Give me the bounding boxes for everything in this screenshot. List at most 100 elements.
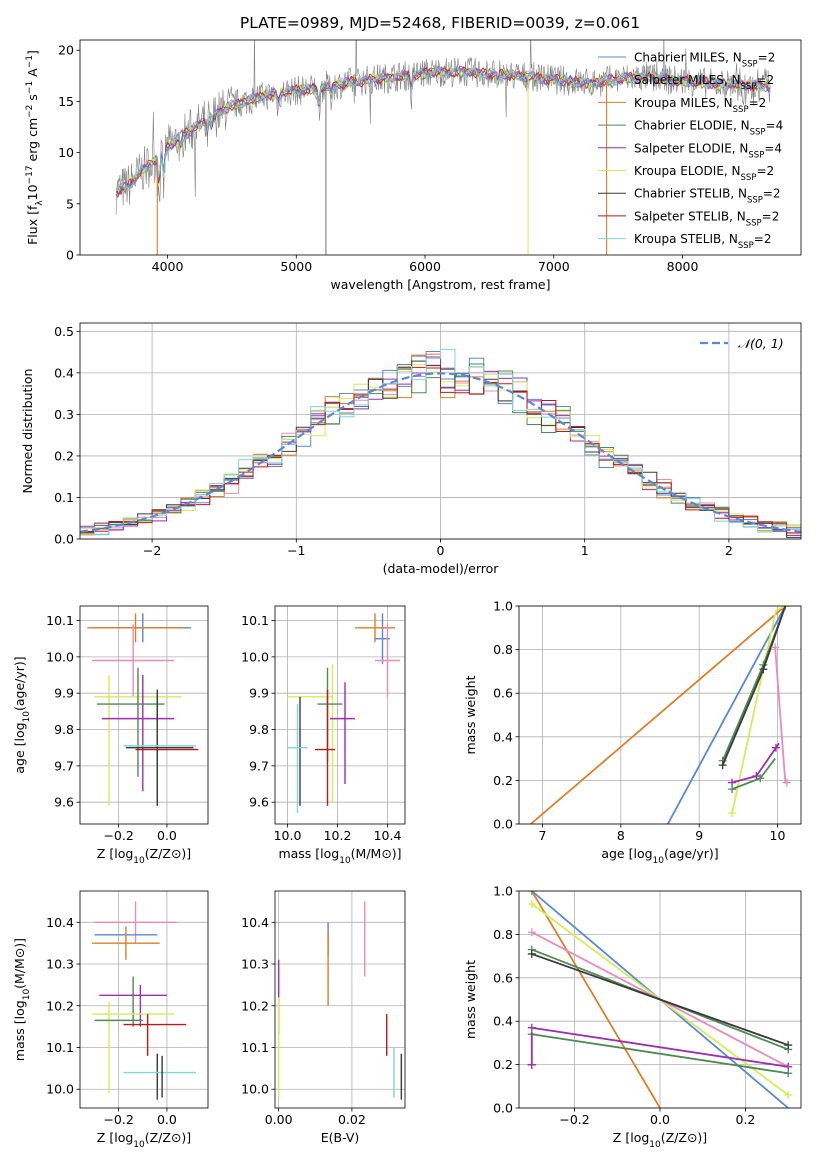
panel-age-vs-mass: 10.0 10.2 10.4 9.6 9.7 9.8 9.9 10.0 10.1 mass [lo…: [241, 605, 406, 866]
series-line: [530, 606, 786, 824]
x-tick-label: 8: [617, 828, 625, 843]
y-tick-label: 0.8: [493, 642, 513, 657]
panel-mass-vs-Z: −0.2 0.0 10.0 10.1 10.2 10.3 10.4 Z [log10(Z/Z⊙…: [12, 890, 209, 1150]
x-tick-label: 10.4: [374, 828, 402, 843]
y-tick-label: 0.4: [493, 729, 513, 744]
data-marker: [527, 949, 536, 958]
x-tick-label: 0.00: [265, 1112, 293, 1127]
y-tick-label: 10.4: [241, 915, 269, 930]
data-marker: [782, 778, 791, 787]
series-line: [731, 742, 780, 784]
axes-frame: [79, 39, 802, 256]
y-tick-label: 0.2: [493, 1057, 513, 1072]
x-tick-label: 0.2: [736, 1112, 756, 1127]
y-tick-label: 10.0: [46, 649, 74, 664]
y-tick-label: 10.3: [46, 957, 74, 972]
y-tick-label: 0.4: [54, 365, 74, 380]
data-marker: [771, 643, 780, 652]
x-tick-label: 9: [695, 828, 703, 843]
figure-title: PLATE=0989, MJD=52468, FIBERID=0039, z=0…: [240, 14, 640, 32]
y-axis-label: Flux [fλ10−17 erg cm−2 s−1 A−1]: [25, 50, 45, 245]
series-line: [531, 1033, 789, 1075]
data-marker: [784, 1069, 793, 1078]
y-tick-label: 0: [66, 248, 74, 263]
histogram-step: [80, 348, 801, 535]
axes-frame: [79, 890, 209, 1109]
y-axis-label: mass weight: [463, 960, 478, 1039]
x-tick-label: 5000: [280, 259, 312, 274]
data-marker: [527, 891, 536, 895]
legend-label: 𝒩(0, 1): [738, 336, 784, 351]
x-axis-label: (data-model)/error: [383, 561, 500, 576]
plot-area: [92, 901, 196, 1100]
plot-area: [527, 891, 793, 1108]
y-axis-label: mass [log10(M/M⊙)]: [12, 938, 32, 1061]
y-tick-label: 0.3: [54, 407, 74, 422]
x-tick-label: 0: [437, 543, 445, 558]
y-tick-label: 10.0: [241, 649, 269, 664]
data-marker: [771, 743, 780, 752]
y-tick-label: 10.1: [241, 613, 269, 628]
axes-frame: [274, 890, 406, 1109]
y-tick-label: 9.7: [54, 758, 74, 773]
plot-area: [530, 606, 791, 824]
y-axis-label: Normed distribution: [20, 369, 35, 494]
x-tick-label: 2: [725, 543, 733, 558]
y-tick-label: 10.4: [46, 915, 74, 930]
normal-curve: [80, 372, 801, 533]
y-tick-label: 0.8: [493, 927, 513, 942]
y-axis-label: mass weight: [463, 675, 478, 754]
panel-age-vs-Z: −0.2 0.0 9.6 9.7 9.8 9.9 10.0 10.1 Z [log10(Z/Z⊙…: [12, 605, 209, 866]
x-tick-label: −0.2: [103, 1112, 133, 1127]
y-tick-label: 10.1: [46, 1040, 74, 1055]
y-tick-label: 0.2: [54, 448, 74, 463]
y-tick-label: 9.8: [249, 722, 269, 737]
y-tick-label: 5: [66, 196, 74, 211]
y-axis-label: age [log10(age/yr)]: [12, 656, 32, 773]
legend-label: Kroupa MILES, NSSP=2: [634, 96, 766, 115]
y-tick-label: 0.0: [54, 532, 74, 547]
series-line: [531, 953, 789, 1046]
y-tick-label: 0.2: [493, 773, 513, 788]
legend-label: Salpeter STELIB, NSSP=2: [634, 209, 779, 228]
axes-frame: [79, 322, 802, 540]
axes-frame: [518, 890, 802, 1109]
axes-frame: [518, 605, 802, 825]
y-tick-label: 15: [58, 94, 74, 109]
x-tick-label: 4000: [152, 259, 184, 274]
y-tick-label: 9.6: [249, 795, 269, 810]
y-tick-label: 0.1: [54, 490, 74, 505]
x-tick-label: 0.02: [338, 1112, 366, 1127]
x-axis-label: E(B-V): [321, 1130, 360, 1145]
series-line: [731, 606, 786, 814]
x-tick-label: 1: [581, 543, 589, 558]
x-axis-label: Z [log10(Z/Z⊙)]: [97, 846, 191, 866]
y-tick-label: 10.1: [241, 1040, 269, 1055]
x-tick-label: −1: [287, 543, 305, 558]
x-tick-label: 10: [770, 828, 786, 843]
y-tick-label: 0.4: [493, 1014, 513, 1029]
data-marker: [527, 1060, 536, 1069]
y-tick-label: 9.7: [249, 758, 269, 773]
x-axis-label: wavelength [Angstrom, rest frame]: [330, 277, 550, 292]
y-tick-label: 0.5: [54, 324, 74, 339]
y-tick-label: 1.0: [493, 599, 513, 614]
data-marker: [784, 1041, 793, 1050]
y-tick-label: 9.8: [54, 722, 74, 737]
y-tick-label: 10: [58, 145, 74, 160]
plot-area: [80, 348, 801, 538]
x-axis-label: mass [log10(M/M⊙)]: [278, 846, 401, 866]
legend-label: Salpeter ELODIE, NSSP=4: [634, 141, 782, 160]
grid: [80, 606, 208, 824]
y-tick-label: 10.3: [241, 957, 269, 972]
grid: [275, 606, 405, 824]
y-tick-label: 0.0: [493, 1101, 513, 1116]
legend-label: Chabrier STELIB, NSSP=2: [634, 187, 781, 206]
y-tick-label: 9.9: [54, 686, 74, 701]
y-tick-label: 9.9: [249, 686, 269, 701]
data-marker: [728, 785, 737, 794]
panel-residuals: −2 −1 0 1 2 0.0 0.1 0.2 0.3 0.4 0.5 (data-model)/er…: [20, 322, 802, 576]
